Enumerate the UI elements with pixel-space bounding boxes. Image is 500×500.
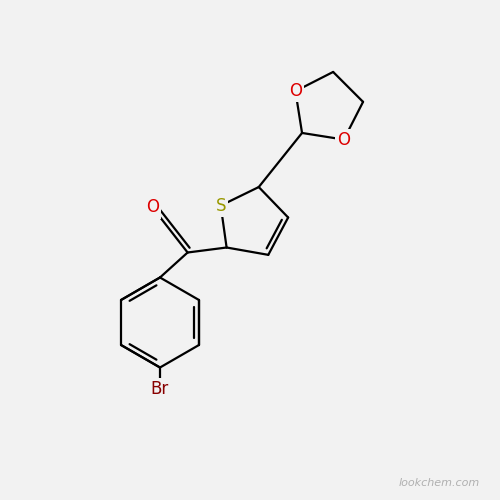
Text: lookchem.com: lookchem.com [399,478,480,488]
Text: S: S [216,196,226,214]
Text: O: O [338,130,350,148]
Text: O: O [289,82,302,100]
Text: O: O [146,198,159,216]
Text: Br: Br [151,380,169,398]
